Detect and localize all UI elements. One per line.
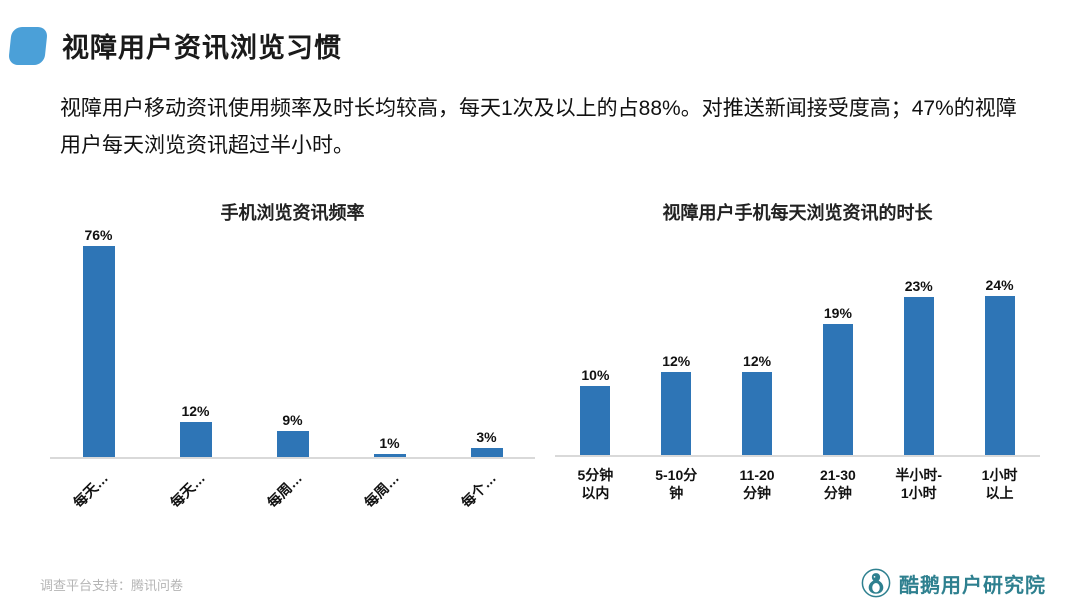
bar-value-label: 19% — [823, 305, 852, 322]
bar-column: 23% — [878, 277, 959, 455]
bar — [276, 430, 309, 457]
bar — [742, 372, 773, 455]
bar — [82, 245, 115, 457]
chart-browse-duration: 视障用户手机每天浏览资讯的时长 10% 12% 12% 19% 23% 24% 5分钟 以… — [545, 199, 1050, 525]
bar-value-label: 9% — [282, 411, 303, 428]
bar — [661, 372, 692, 455]
chart-title: 视障用户手机每天浏览资讯的时长 — [662, 202, 933, 223]
x-axis-label: 5分钟 以内 — [577, 466, 614, 502]
goose-logo-icon — [861, 568, 891, 598]
brand-logo: 酷鹅用户研究院 — [861, 568, 1046, 598]
bar-column: 1% — [341, 227, 438, 457]
survey-credit-text: 调查平台支持：腾讯问卷 — [40, 578, 184, 593]
bar-value-label: 12% — [662, 353, 691, 370]
x-axis-label: 1小时 以上 — [981, 466, 1018, 502]
x-axis-label: 每天… — [69, 469, 111, 511]
bar — [179, 422, 212, 457]
bar-value-label: 1% — [379, 434, 400, 451]
bar-column: 76% — [50, 227, 147, 457]
chart-title: 手机浏览资讯频率 — [220, 202, 365, 223]
bar-value-label: 12% — [743, 353, 772, 370]
slide-header: 视障用户资讯浏览习惯 — [0, 0, 1080, 65]
x-axis-label: 11-20 分钟 — [739, 466, 775, 502]
charts-row: 手机浏览资讯频率 76% 12% 9% 1% 3% 每天… 每天… 每周… 每周… 每个… 视障… — [40, 199, 1050, 525]
bar-value-label: 23% — [904, 278, 933, 295]
x-axis-label: 每天… — [166, 469, 208, 511]
page-title: 视障用户资讯浏览习惯 — [62, 33, 342, 63]
x-axis-labels: 5分钟 以内 5-10分 钟 11-20 分钟 21-30 分钟 半小时- 1小时 1小时… — [555, 457, 1040, 504]
bar-value-label: 76% — [84, 226, 113, 243]
x-axis-label: 半小时- 1小时 — [895, 466, 943, 502]
bar-column: 9% — [244, 227, 341, 457]
bar-column: 12% — [636, 277, 717, 455]
plot-area: 76% 12% 9% 1% 3% — [50, 227, 535, 459]
bar — [580, 386, 611, 455]
x-axis-label: 5-10分 钟 — [655, 466, 698, 502]
x-axis-label: 每周… — [360, 469, 402, 511]
bar-column: 12% — [147, 227, 244, 457]
bar — [470, 447, 503, 457]
bar-column: 3% — [438, 227, 535, 457]
bar-column: 10% — [555, 277, 636, 455]
x-axis-labels: 每天… 每天… 每周… 每周… 每个… — [50, 459, 535, 525]
plot-area: 10% 12% 12% 19% 23% 24% — [555, 277, 1040, 457]
bar — [984, 295, 1015, 455]
bar — [903, 297, 934, 455]
bar — [822, 324, 853, 455]
x-axis-label: 每个… — [457, 469, 499, 511]
bar-value-label: 24% — [985, 276, 1014, 293]
bar-value-label: 10% — [581, 367, 610, 384]
bar — [373, 453, 406, 457]
brand-logo-text: 酷鹅用户研究院 — [899, 574, 1046, 597]
x-axis-label: 21-30 分钟 — [819, 466, 856, 502]
bar-value-label: 3% — [476, 428, 497, 445]
chart-browse-frequency: 手机浏览资讯频率 76% 12% 9% 1% 3% 每天… 每天… 每周… 每周… 每个… — [40, 199, 545, 525]
title-accent-shape — [8, 26, 48, 65]
bar-column: 19% — [797, 277, 878, 455]
intro-text: 视障用户移动资讯使用频率及时长均较高，每天1次及以上的占88%。对推送新闻接受度… — [60, 97, 1017, 157]
bar-value-label: 12% — [181, 403, 210, 419]
x-axis-label: 每周… — [263, 469, 305, 511]
bar-column: 24% — [959, 277, 1040, 455]
bar-column: 12% — [717, 277, 798, 455]
